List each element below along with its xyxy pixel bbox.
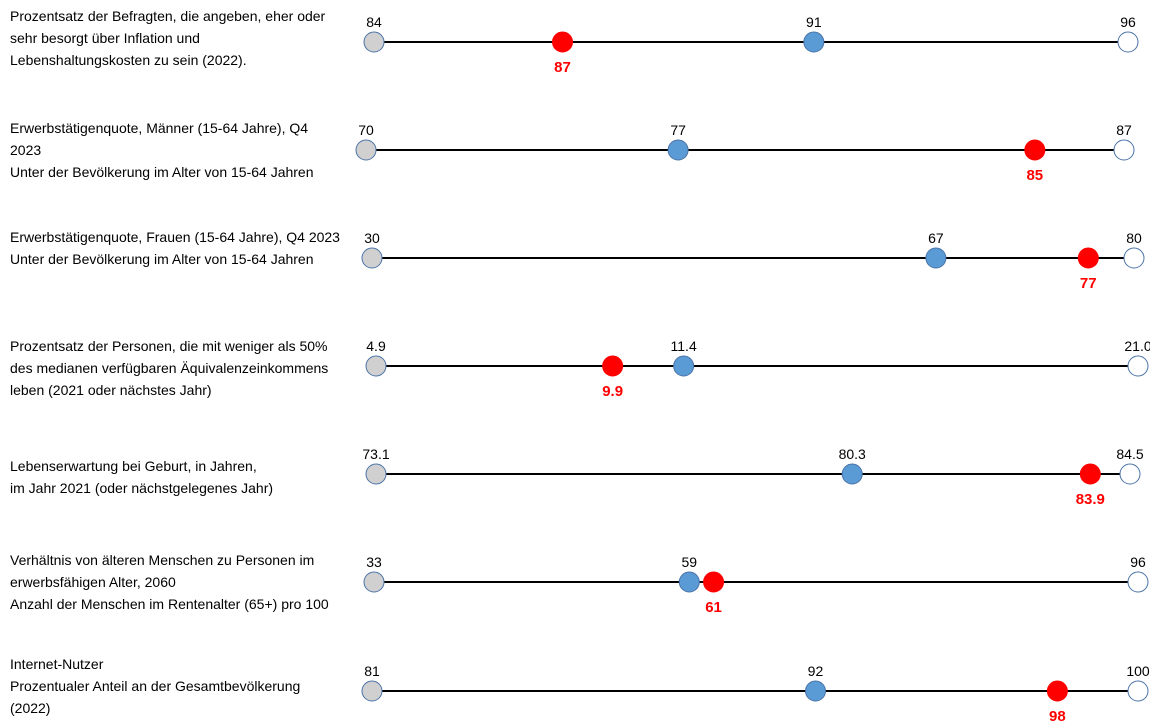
indicator-row: 30 80 67 77: [361, 230, 1145, 292]
country-value-label: 85: [1026, 167, 1043, 184]
indicator-label: Lebenserwartung bei Geburt, in Jahren, i…: [10, 455, 372, 499]
indicator-label-line: des medianen verfügbaren Äquivalenzeinko…: [10, 360, 329, 376]
min-value-label: 30: [364, 230, 380, 246]
min-value-label: 73.1: [362, 446, 389, 462]
oecd-value-label: 77: [670, 122, 686, 138]
indicator-label-line: Prozentualer Anteil an der Gesamtbevölke…: [10, 678, 301, 694]
max-marker: [1127, 680, 1149, 702]
country-marker: [703, 571, 725, 593]
country-value-label: 9.9: [602, 383, 623, 400]
max-value-label: 96: [1130, 554, 1146, 570]
min-value-label: 4.9: [366, 338, 386, 354]
indicator-label: Prozentsatz der Befragten, die angeben, …: [10, 5, 372, 71]
max-marker: [1127, 355, 1149, 377]
indicator-row: 70 87 77 85: [355, 122, 1135, 184]
indicator-label-line: Prozentsatz der Personen, die mit wenige…: [10, 338, 328, 354]
max-value-label: 21.0: [1124, 338, 1150, 354]
max-value-label: 87: [1116, 122, 1132, 138]
indicator-label-line: Unter der Bevölkerung im Alter von 15-64…: [10, 164, 314, 180]
indicator-label-line: Lebenserwartung bei Geburt, in Jahren,: [10, 458, 257, 474]
oecd-value-label: 80.3: [839, 446, 866, 462]
country-value-label: 77: [1080, 275, 1097, 292]
indicator-label-line: Internet-Nutzer: [10, 656, 104, 672]
indicator-label-line: (2022): [10, 700, 51, 716]
min-marker: [363, 31, 385, 53]
oecd-value-label: 92: [808, 663, 824, 679]
indicator-label: Erwerbstätigenquote, Männer (15-64 Jahre…: [10, 117, 372, 183]
max-value-label: 80: [1126, 230, 1142, 246]
indicator-label-line: im Jahr 2021 (oder nächstgelegenes Jahr): [10, 480, 274, 496]
indicator-row: 73.1 84.5 80.3 83.9: [362, 446, 1143, 508]
indicator-row: 81 100 92 98: [361, 663, 1150, 724]
indicator-label-line: Verhältnis von älteren Menschen zu Perso…: [10, 552, 315, 568]
country-value-label: 98: [1049, 708, 1066, 724]
oecd-value-label: 11.4: [671, 338, 697, 354]
indicator-row: 33 96 59 61: [363, 554, 1149, 616]
country-value-label: 83.9: [1076, 491, 1105, 508]
indicator-label: Prozentsatz der Personen, die mit wenige…: [10, 335, 372, 401]
oecd-value-label: 67: [928, 230, 944, 246]
max-marker: [1123, 247, 1145, 269]
indicator-label-line: sehr besorgt über Inflation und: [10, 30, 200, 46]
oecd-value-label: 59: [682, 554, 698, 570]
oecd-average-marker: [804, 680, 826, 702]
indicator-row: 84 96 91 87: [363, 14, 1139, 76]
country-value-label: 61: [705, 599, 722, 616]
max-marker: [1113, 139, 1135, 161]
oecd-average-marker: [667, 139, 689, 161]
max-marker: [1119, 463, 1141, 485]
indicator-label: Internet-Nutzer Prozentualer Anteil an d…: [10, 653, 372, 719]
max-marker: [1127, 571, 1149, 593]
indicator-label-line: Lebenshaltungskosten zu sein (2022).: [10, 52, 247, 68]
min-marker: [355, 139, 377, 161]
indicator-label-line: erwerbsfähigen Alter, 2060: [10, 574, 176, 590]
min-value-label: 70: [358, 122, 374, 138]
min-marker: [365, 463, 387, 485]
indicator-label-line: Unter der Bevölkerung im Alter von 15-64…: [10, 251, 314, 267]
min-marker: [361, 680, 383, 702]
oecd-average-marker: [841, 463, 863, 485]
max-marker: [1117, 31, 1139, 53]
indicator-label: Verhältnis von älteren Menschen zu Perso…: [10, 549, 372, 615]
country-marker: [552, 31, 573, 53]
min-value-label: 33: [366, 554, 382, 570]
country-marker: [1024, 139, 1046, 161]
max-value-label: 84.5: [1116, 446, 1143, 462]
indicator-label-line: 2023: [10, 142, 42, 158]
country-marker: [1079, 463, 1101, 485]
min-marker: [363, 571, 385, 593]
indicator-row: 4.9 21.0 11.4 9.9: [365, 338, 1150, 400]
oecd-average-marker: [803, 31, 825, 53]
min-marker: [361, 247, 383, 269]
max-value-label: 96: [1120, 14, 1136, 30]
indicator-label-line: Erwerbstätigenquote, Männer (15-64 Jahre…: [10, 120, 309, 136]
oecd-value-label: 91: [806, 14, 822, 30]
indicator-label-line: Anzahl der Menschen im Rentenalter (65+)…: [10, 596, 329, 612]
min-value-label: 84: [366, 14, 382, 30]
country-marker: [1077, 247, 1099, 269]
indicator-label: Erwerbstätigenquote, Frauen (15-64 Jahre…: [10, 226, 372, 270]
oecd-average-marker: [678, 571, 700, 593]
indicator-label-line: leben (2021 oder nächstes Jahr): [10, 382, 212, 398]
oecd-average-marker: [673, 355, 695, 377]
country-marker: [1046, 680, 1068, 702]
indicator-label-line: Prozentsatz der Befragten, die angeben, …: [10, 8, 326, 24]
max-value-label: 100: [1126, 663, 1150, 679]
country-value-label: 87: [554, 59, 571, 76]
min-value-label: 81: [364, 663, 380, 679]
indicator-label-line: Erwerbstätigenquote, Frauen (15-64 Jahre…: [10, 229, 340, 245]
country-marker: [602, 355, 624, 377]
min-marker: [365, 355, 387, 377]
oecd-average-marker: [925, 247, 947, 269]
